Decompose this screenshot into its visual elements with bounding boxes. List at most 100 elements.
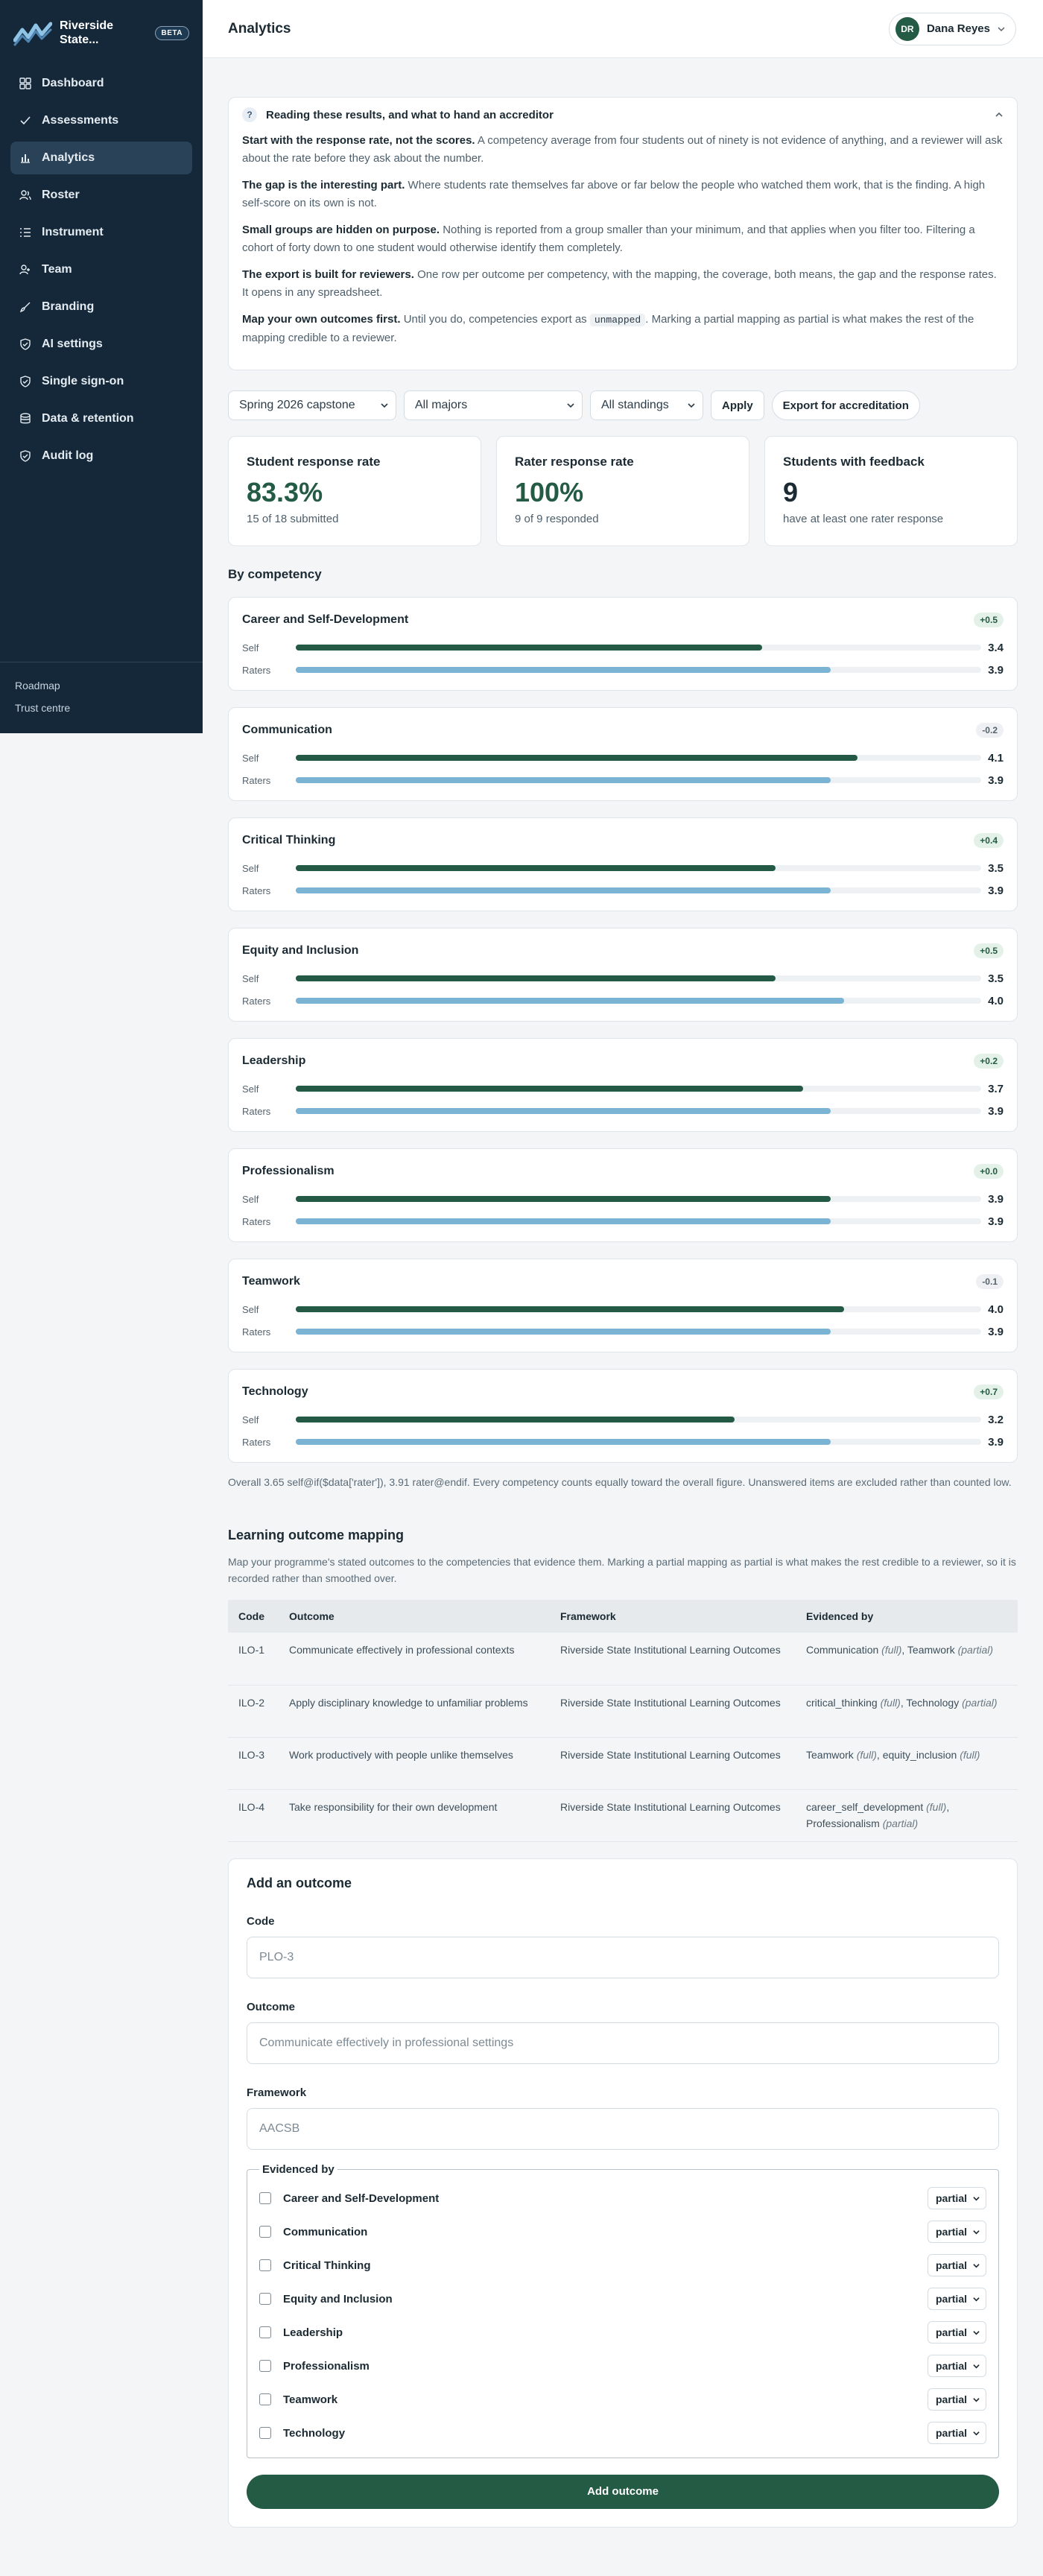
- sidebar-item-data-retention[interactable]: Data & retention: [10, 402, 192, 435]
- evidence-checkbox[interactable]: [259, 2326, 271, 2338]
- outcome-input[interactable]: [247, 2022, 999, 2064]
- guide-paragraph: Start with the response rate, not the sc…: [242, 134, 1003, 165]
- self-score: 3.5: [988, 861, 1004, 875]
- sidebar-item-team[interactable]: Team: [10, 253, 192, 286]
- evidence-row: Critical Thinking partial: [259, 2249, 986, 2282]
- evidence-checkbox[interactable]: [259, 2360, 271, 2372]
- self-bar: [296, 755, 858, 761]
- major-select[interactable]: All majors: [404, 390, 583, 420]
- outcome-evidence: career_self_development (full), Professi…: [796, 1789, 1018, 1842]
- column-header: Evidenced by: [806, 1610, 874, 1622]
- guide-paragraph: The gap is the interesting part. Where s…: [242, 179, 986, 209]
- page-title: Analytics: [228, 20, 291, 37]
- evidence-level-select[interactable]: partial: [927, 2221, 986, 2243]
- competency-name: Teamwork: [242, 1275, 300, 1288]
- chevron-down-icon: [973, 2397, 980, 2402]
- sidebar-item-assessments[interactable]: Assessments: [10, 104, 192, 137]
- self-score: 4.0: [988, 1303, 1004, 1316]
- table-header-row: Code Outcome Framework Evidenced by: [228, 1600, 1018, 1633]
- table-row[interactable]: ILO-3 Work productively with people unlik…: [228, 1737, 1018, 1790]
- competency-name: Critical Thinking: [242, 834, 336, 846]
- competency-name: Equity and Inclusion: [242, 944, 359, 957]
- self-bar-track: [296, 1086, 981, 1092]
- raters-label: Raters: [242, 1105, 271, 1117]
- evidence-level-select[interactable]: partial: [927, 2321, 986, 2344]
- sidebar-item-roster[interactable]: Roster: [10, 179, 192, 212]
- evidence-checkbox[interactable]: [259, 2259, 271, 2271]
- brand[interactable]: Riverside State... BETA: [0, 0, 203, 66]
- self-bar-track: [296, 1417, 981, 1423]
- outcome-framework: Riverside State Institutional Learning O…: [550, 1633, 796, 1686]
- chevron-down-icon: [381, 403, 388, 408]
- evidenced-by-legend: Evidenced by: [262, 2162, 335, 2176]
- sidebar-item-analytics[interactable]: Analytics: [10, 142, 192, 174]
- stat-sub: 15 of 18 submitted: [247, 513, 339, 525]
- evidence-level-select[interactable]: partial: [927, 2187, 986, 2209]
- evidence-checkbox[interactable]: [259, 2427, 271, 2439]
- evidence-checkbox[interactable]: [259, 2293, 271, 2305]
- self-score: 4.1: [988, 751, 1004, 765]
- competency-card: Technology +0.7 Self 3.2 Raters 3.9: [228, 1369, 1018, 1463]
- code-input[interactable]: [247, 1936, 999, 1978]
- self-bar-track: [296, 755, 981, 761]
- evidence-competency: Equity and Inclusion: [283, 2292, 393, 2306]
- roadmap-link[interactable]: Roadmap: [15, 680, 60, 692]
- guide-title: Reading these results, and what to hand …: [266, 108, 554, 121]
- evidence-level-select[interactable]: partial: [927, 2288, 986, 2310]
- sidebar-item-ai-settings[interactable]: AI settings: [10, 328, 192, 361]
- export-button[interactable]: Export for accreditation: [771, 390, 920, 420]
- shield-icon: [20, 376, 31, 387]
- self-bar-track: [296, 975, 981, 981]
- self-label: Self: [242, 752, 259, 764]
- evidence-competency: Career and Self-Development: [283, 2192, 440, 2205]
- standing-select[interactable]: All standings: [590, 390, 703, 420]
- trust-centre-link[interactable]: Trust centre: [15, 702, 71, 714]
- self-bar-track: [296, 645, 981, 651]
- stat-value: 100%: [515, 477, 584, 507]
- sidebar-item-instrument[interactable]: Instrument: [10, 216, 192, 249]
- raters-bar: [296, 1218, 831, 1224]
- sidebar-item-label: AI settings: [42, 338, 103, 350]
- competency-card: Equity and Inclusion +0.5 Self 3.5 Raters 4.0: [228, 928, 1018, 1022]
- table-row[interactable]: ILO-2 Apply disciplinary knowledge to unf…: [228, 1685, 1018, 1738]
- add-outcome-button[interactable]: Add outcome: [247, 2474, 999, 2509]
- table-row[interactable]: ILO-1 Communicate effectively in professi…: [228, 1633, 1018, 1686]
- evidence-checkbox[interactable]: [259, 2226, 271, 2238]
- evidence-level-select[interactable]: partial: [927, 2422, 986, 2444]
- table-row[interactable]: ILO-4 Take responsibility for their own d…: [228, 1789, 1018, 1842]
- outcome-text: Take responsibility for their own develo…: [279, 1789, 550, 1842]
- outcome-text: Communicate effectively in professional …: [279, 1633, 550, 1686]
- competency-name: Technology: [242, 1385, 308, 1398]
- competency-card: Communication -0.2 Self 4.1 Raters 3.9: [228, 707, 1018, 801]
- chevron-down-icon: [973, 2230, 980, 2234]
- competency-card: Professionalism +0.0 Self 3.9 Raters 3.9: [228, 1148, 1018, 1242]
- cohort-select[interactable]: Spring 2026 capstone: [228, 390, 396, 420]
- self-score: 3.9: [988, 1192, 1004, 1206]
- user-menu[interactable]: DR Dana Reyes: [888, 12, 1016, 45]
- sidebar-item-audit-log[interactable]: Audit log: [10, 440, 192, 472]
- sidebar-item-label: Assessments: [42, 114, 119, 127]
- stats-row: Student response rate 83.3% 15 of 18 submi…: [228, 436, 1018, 546]
- competency-card: Leadership +0.2 Self 3.7 Raters 3.9: [228, 1038, 1018, 1132]
- evidence-level-select[interactable]: partial: [927, 2388, 986, 2411]
- outcome-evidence: Teamwork (full), equity_inclusion (full): [796, 1737, 1018, 1790]
- framework-input[interactable]: [247, 2107, 999, 2150]
- evidence-level-select[interactable]: partial: [927, 2355, 986, 2377]
- self-label: Self: [242, 1303, 259, 1315]
- outcome-code: ILO-4: [228, 1789, 279, 1842]
- raters-bar: [296, 998, 844, 1004]
- sidebar-item-branding[interactable]: Branding: [10, 291, 192, 323]
- raters-bar-track: [296, 1218, 981, 1224]
- evidence-checkbox[interactable]: [259, 2192, 271, 2204]
- guide-paragraph: The export is built for reviewers. One r…: [242, 268, 997, 299]
- evidenced-by-fieldset: Evidenced by Career and Self-Development…: [247, 2162, 999, 2458]
- self-label: Self: [242, 972, 259, 984]
- evidence-checkbox[interactable]: [259, 2393, 271, 2405]
- apply-button[interactable]: Apply: [711, 390, 764, 420]
- sidebar-item-dashboard[interactable]: Dashboard: [10, 67, 192, 100]
- evidence-level-select[interactable]: partial: [927, 2254, 986, 2276]
- sidebar-item-single-sign-on[interactable]: Single sign-on: [10, 365, 192, 398]
- raters-bar: [296, 1329, 831, 1335]
- guide-toggle[interactable]: ? Reading these results, and what to han…: [242, 98, 1004, 132]
- self-bar-track: [296, 865, 981, 871]
